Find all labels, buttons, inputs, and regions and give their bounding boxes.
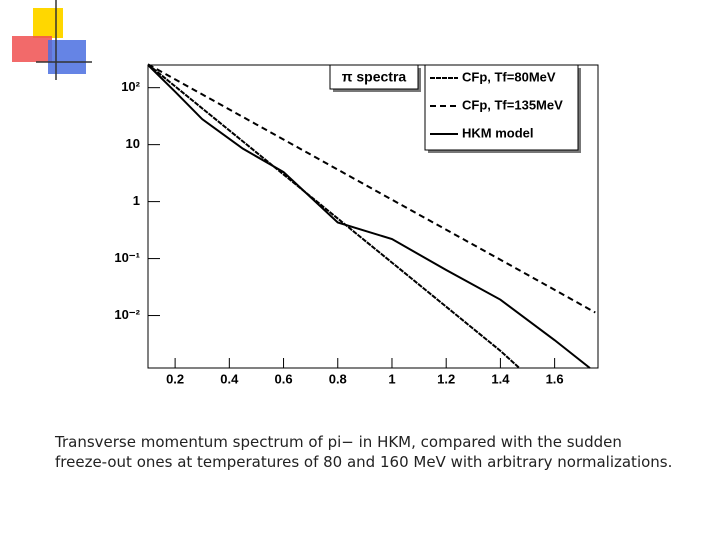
logo [12,0,92,80]
logo-square [12,36,52,62]
series-line [147,64,591,369]
title-box [329,64,419,90]
y-tick-label: 10 [126,136,140,151]
legend-label: CFp, Tf=135MeV [462,97,563,112]
x-tick-label: 0.2 [166,371,184,386]
y-tick-label: 10⁻¹ [114,250,140,265]
legend-box [424,64,579,151]
chart-title: π spectra [342,69,407,85]
logo-square [48,40,86,74]
y-tick-label: 10² [121,79,140,94]
x-tick-label: 0.4 [220,371,239,386]
x-tick-label: 0.6 [275,371,293,386]
x-tick-label: 1.4 [491,371,510,386]
y-tick-label: 1 [133,193,140,208]
caption: Transverse momentum spectrum of pi− in H… [55,433,673,471]
x-tick-label: 0.8 [329,371,347,386]
y-tick-label: 10⁻² [114,307,140,322]
x-tick-label: 1.6 [546,371,564,386]
x-tick-label: 1 [388,371,395,386]
legend-label: CFp, Tf=80MeV [462,69,556,84]
series-line [147,63,521,369]
x-tick-label: 1.2 [437,371,455,386]
legend-label: HKM model [462,125,534,140]
logo-square [33,8,63,38]
chart: π spectra 10² 10 1 10⁻¹ 10⁻² 0.2 0.4 0.6 0.8 1 1.2… [114,63,599,386]
series-line [147,63,596,314]
